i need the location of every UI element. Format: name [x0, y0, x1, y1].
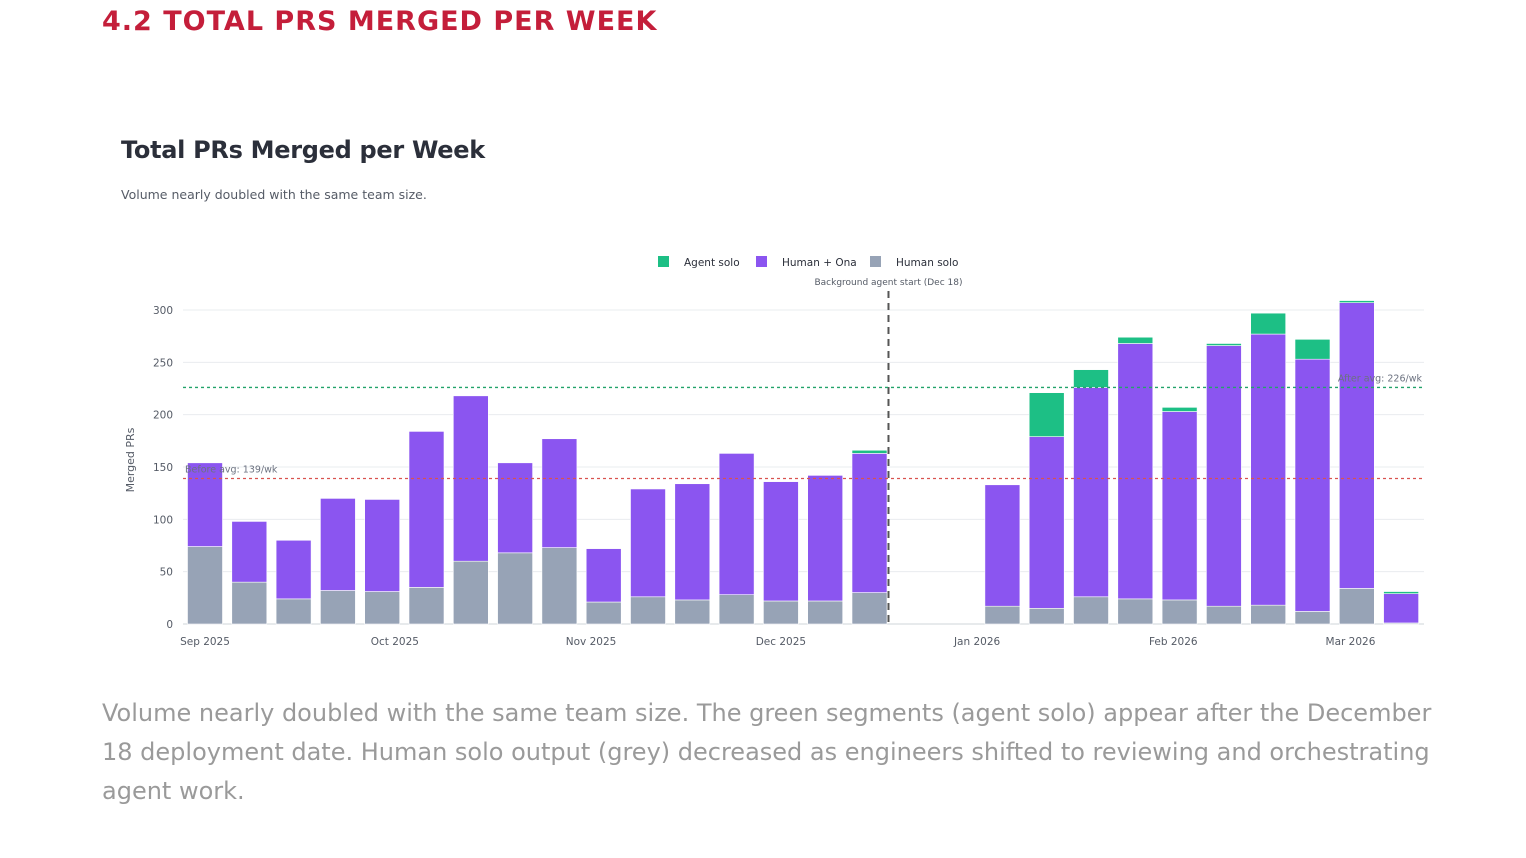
bar-human-ona — [1383, 593, 1419, 624]
y-tick-label: 300 — [153, 305, 173, 317]
bar-human-solo — [497, 552, 533, 625]
bar-human-ona — [1028, 436, 1065, 609]
bar-human-ona — [1339, 302, 1375, 589]
bar-human-solo — [320, 590, 356, 625]
x-tick-label: Nov 2025 — [566, 636, 617, 648]
bar-human-solo — [187, 546, 223, 625]
y-tick-label: 150 — [153, 462, 173, 474]
bar-human-solo — [807, 600, 844, 625]
y-tick-label: 200 — [153, 410, 173, 422]
bar-human-ona — [1206, 345, 1242, 607]
bar-agent-solo — [1339, 300, 1375, 303]
legend-label: Human + Ona — [782, 257, 857, 269]
y-tick-label: 100 — [153, 514, 173, 526]
bar-human-solo — [1206, 605, 1242, 625]
bar-human-solo — [630, 596, 666, 625]
bar-human-ona — [1294, 358, 1331, 612]
bar-human-ona — [984, 484, 1021, 607]
bar-agent-solo — [1028, 392, 1065, 437]
x-tick-label: Mar 2026 — [1326, 636, 1376, 648]
bar-human-ona — [187, 462, 223, 547]
caption: Volume nearly doubled with the same team… — [102, 699, 1432, 805]
bar-human-ona — [674, 483, 711, 601]
bar-human-ona — [541, 438, 578, 548]
y-tick-label: 0 — [166, 619, 173, 631]
legend-swatch — [870, 256, 881, 267]
bar-human-ona — [630, 488, 666, 598]
bar-human-ona — [275, 539, 312, 600]
before-avg-label: Before avg: 139/wk — [185, 465, 278, 476]
bar-human-ona — [364, 499, 401, 592]
bar-human-solo — [1161, 599, 1198, 625]
bar-agent-solo — [1383, 591, 1419, 594]
bar-human-ona — [763, 481, 799, 602]
bar-human-solo — [984, 605, 1021, 625]
bar-agent-solo — [1206, 343, 1242, 346]
section-heading: 4.2 TOTAL PRS MERGED PER WEEK — [102, 6, 658, 37]
legend-label: Human solo — [896, 257, 958, 269]
bar-human-ona — [1073, 387, 1109, 598]
y-axis-label: Merged PRs — [124, 427, 137, 492]
legend-label: Agent solo — [684, 257, 740, 269]
bar-human-ona — [1117, 343, 1154, 600]
bar-human-solo — [1073, 596, 1109, 625]
bar-human-ona — [585, 548, 622, 603]
x-tick-label: Sep 2025 — [180, 636, 230, 648]
bar-agent-solo — [851, 449, 888, 454]
bar-human-solo — [275, 598, 312, 625]
bar-human-solo — [364, 591, 401, 625]
bar-human-solo — [231, 581, 268, 625]
bar-human-ona — [408, 431, 445, 588]
bar-human-solo — [674, 599, 711, 625]
bar-agent-solo — [1250, 312, 1286, 335]
bar-agent-solo — [1073, 369, 1109, 388]
agent-start-label: Background agent start (Dec 18) — [814, 278, 962, 288]
legend-swatch — [756, 256, 767, 267]
x-tick-label: Dec 2025 — [756, 636, 806, 648]
x-tick-label: Oct 2025 — [371, 636, 419, 648]
bar-human-solo — [1250, 604, 1286, 625]
bar-human-solo — [763, 600, 799, 625]
bar-human-solo — [1294, 611, 1331, 625]
x-tick-label: Feb 2026 — [1149, 636, 1198, 648]
bar-human-ona — [1250, 333, 1286, 606]
y-tick-label: 250 — [153, 357, 173, 369]
bar-human-ona — [231, 521, 268, 583]
bar-human-solo — [1117, 598, 1154, 625]
bar-human-solo — [452, 560, 489, 625]
bar-human-solo — [851, 592, 888, 625]
bar-human-solo — [408, 587, 445, 625]
bar-human-solo — [585, 601, 622, 625]
bar-human-ona — [807, 475, 844, 602]
bar-human-solo — [1028, 607, 1065, 625]
chart-title: Total PRs Merged per Week — [121, 136, 485, 164]
bar-agent-solo — [1294, 339, 1331, 360]
bar-agent-solo — [1117, 336, 1154, 344]
chart-subtitle: Volume nearly doubled with the same team… — [121, 187, 427, 202]
bar-human-solo — [541, 547, 578, 625]
bar-human-ona — [320, 498, 356, 591]
bar-agent-solo — [1161, 407, 1198, 412]
chart: 0 50 100 150 200 250 300 Merged PRs Sep 2025 Oct … — [124, 256, 1424, 648]
bar-human-ona — [497, 462, 533, 554]
x-tick-label: Jan 2026 — [953, 636, 1001, 648]
legend-swatch — [658, 256, 669, 267]
bar-human-ona — [851, 453, 888, 593]
after-avg-label: After avg: 226/wk — [1338, 373, 1423, 384]
bar-human-solo — [1339, 588, 1375, 625]
y-tick-label: 50 — [160, 567, 173, 579]
bar-human-ona — [1161, 411, 1198, 601]
bar-human-solo — [718, 594, 755, 625]
bar-human-ona — [718, 453, 755, 595]
